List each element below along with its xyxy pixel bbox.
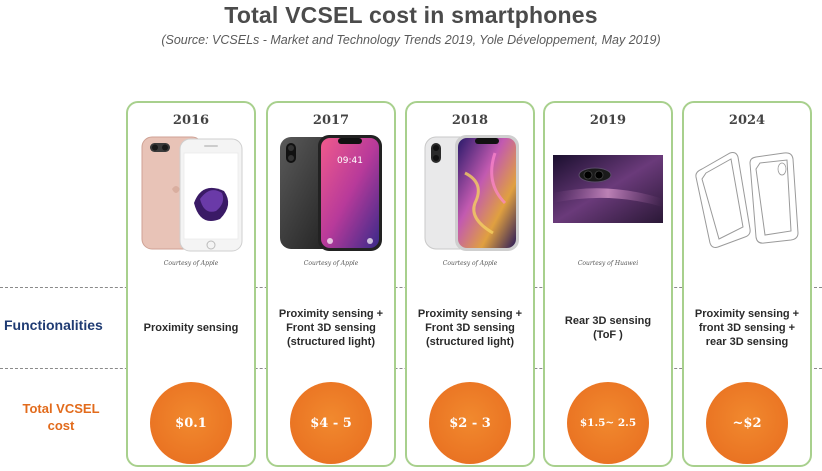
year-label: 2016 <box>172 113 210 128</box>
functionality-text: Proximity sensing <box>143 322 239 334</box>
cost-circle: $2 - 3 <box>429 382 511 464</box>
column-2024: 2024 Proximity sensing + front 3D sensin… <box>682 101 812 467</box>
year-label: 2017 <box>312 113 350 128</box>
courtesy-note: Courtesy of Apple <box>163 260 219 267</box>
year-label: 2024 <box>728 113 766 128</box>
courtesy-note: Courtesy of Apple <box>442 260 498 267</box>
courtesy-note: Courtesy of Huawei <box>577 260 639 267</box>
cost-row-label: Total VCSEL cost <box>22 401 100 433</box>
cost-circle: ~$2 <box>706 382 788 464</box>
huawei-phone-image <box>553 133 663 255</box>
functionality-text: Rear 3D sensing (ToF ) <box>564 315 652 341</box>
functionality-text: Proximity sensing + Front 3D sensing (st… <box>417 308 523 348</box>
column-2018: 2018 Courtesy of Apple Proximity sensing… <box>405 101 535 467</box>
cost-circle: $0.1 <box>150 382 232 464</box>
phone-outline-image <box>692 133 802 255</box>
iphone-7-plus-image <box>136 133 246 255</box>
column-2019: 2019 Courtesy of Huawei Rear 3D sensing … <box>543 101 673 467</box>
svg-text:09:41: 09:41 <box>337 156 363 166</box>
iphone-x-image: 09:41 <box>276 133 386 255</box>
source-subtitle: (Source: VCSELs - Market and Technology … <box>161 33 661 47</box>
column-2017: 2017 09:41 Courtesy of Apple Proximity s… <box>266 101 396 467</box>
page-title: Total VCSEL cost in smartphones <box>224 2 598 28</box>
iphone-xs-image <box>415 133 525 255</box>
cost-circle: $4 - 5 <box>290 382 372 464</box>
functionality-text: Proximity sensing + front 3D sensing + r… <box>694 308 800 348</box>
cost-circle: $1.5~ 2.5 <box>567 382 649 464</box>
column-2016: 2016 Courtesy of Apple Proximity sensing… <box>126 101 256 467</box>
year-label: 2019 <box>589 113 627 128</box>
courtesy-note: Courtesy of Apple <box>303 260 359 267</box>
functionalities-row-label: Functionalities <box>4 317 103 333</box>
functionality-text: Proximity sensing + Front 3D sensing (st… <box>278 308 384 348</box>
year-label: 2018 <box>451 113 489 128</box>
